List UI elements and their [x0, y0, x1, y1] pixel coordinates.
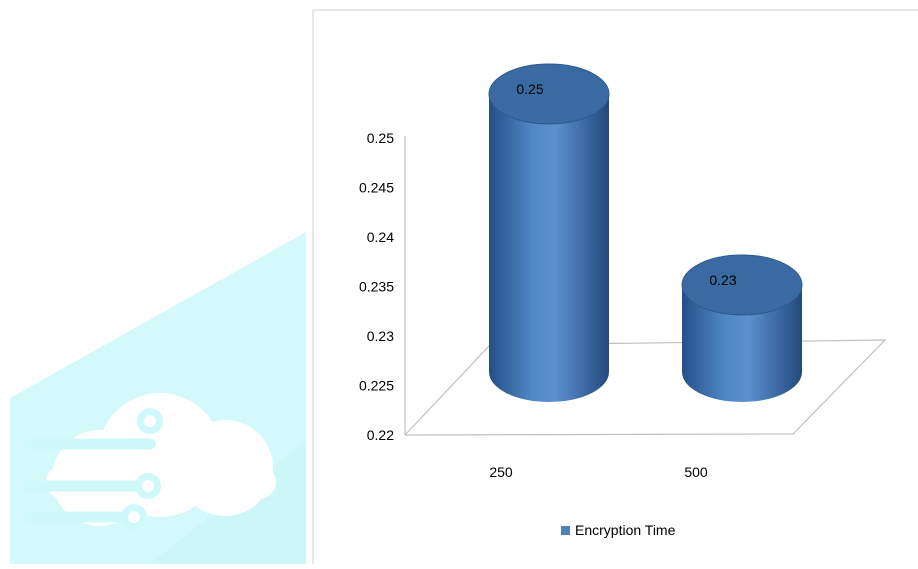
watermark-logo-icon [10, 232, 306, 564]
x-tick-label: 500 [684, 464, 708, 480]
data-label: 0.23 [709, 272, 736, 288]
y-tick-label: 0.235 [359, 279, 394, 295]
x-tick-label: 250 [489, 464, 513, 480]
y-axis-ticks: 0.25 0.245 0.24 0.235 0.23 0.225 0.22 [359, 130, 394, 443]
x-axis-labels: 250 500 [489, 464, 708, 480]
legend-label-encryption-time: Encryption Time [575, 522, 676, 538]
y-tick-label: 0.245 [359, 180, 394, 196]
legend: Encryption Time [561, 522, 676, 538]
bar-top-250 [488, 63, 610, 125]
y-tick-label: 0.22 [367, 427, 394, 443]
data-labels: 0.25 0.23 [516, 81, 736, 288]
legend-swatch-encryption-time [561, 526, 570, 535]
bar-top-500 [681, 254, 803, 316]
data-label: 0.25 [516, 81, 543, 97]
chart-axes [404, 136, 887, 436]
bar-250 [488, 63, 610, 402]
y-tick-label: 0.225 [359, 378, 394, 394]
bars [488, 63, 803, 402]
y-tick-label: 0.25 [367, 130, 394, 146]
y-tick-label: 0.23 [367, 328, 394, 344]
bar-500 [681, 254, 803, 402]
bar-body-500 [682, 285, 802, 402]
bar-body-250 [489, 94, 609, 402]
y-tick-label: 0.24 [367, 229, 394, 245]
